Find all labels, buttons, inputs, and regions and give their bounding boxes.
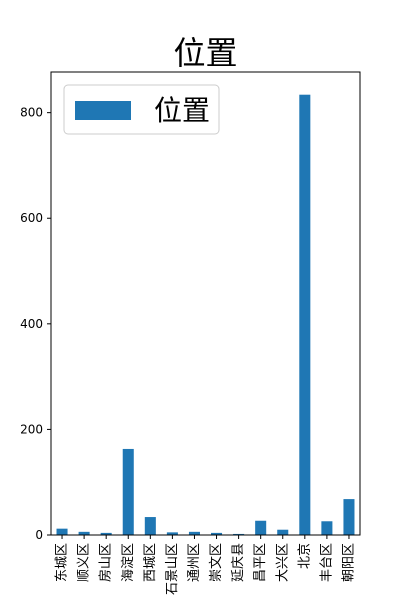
x-tick-label-8: 延庆县: [231, 543, 246, 582]
x-tick-label-4: 西城区: [143, 543, 158, 582]
x-tick-label-0: 东城区: [55, 543, 70, 582]
x-tick-label-10: 大兴区: [275, 543, 290, 582]
legend-label: 位置: [154, 94, 210, 127]
bar-2: [100, 532, 112, 535]
legend: 位置: [63, 84, 220, 135]
y-tick-label-0: 0: [35, 528, 43, 542]
y-tick-label-4: 800: [20, 106, 43, 120]
bar-12: [321, 521, 333, 535]
y-tick-label-1: 200: [20, 422, 43, 436]
bar-11: [299, 94, 311, 535]
bars-group: [56, 94, 355, 535]
x-axis: 东城区 顺义区 房山区 海淀区 西城区 石景山区 通州区 崇文区 延庆县 昌平区 大兴区 北京 丰台区朝…: [55, 535, 356, 595]
bar-4: [144, 517, 156, 535]
x-tick-label-7: 崇文区: [209, 543, 224, 582]
x-tick-label-11: 北京: [297, 543, 312, 569]
x-tick-label-9: 昌平区: [253, 543, 268, 582]
y-axis: 0 200 400 600 800: [20, 106, 51, 542]
y-tick-label-3: 600: [20, 211, 43, 225]
x-tick-label-5: 石景山区: [165, 543, 180, 595]
bar-1: [78, 531, 90, 535]
bar-5: [166, 532, 178, 535]
x-tick-label-3: 海淀区: [121, 543, 136, 582]
bar-7: [211, 532, 223, 535]
bar-8: [233, 533, 245, 535]
x-tick-label-12: 丰台区: [319, 543, 334, 582]
bar-0: [56, 528, 68, 535]
bar-6: [188, 531, 200, 535]
bar-3: [122, 448, 134, 535]
bar-9: [255, 520, 267, 535]
chart-title: 位置: [173, 34, 237, 72]
x-tick-label-1: 顺义区: [77, 543, 92, 582]
x-tick-label-13: 朝阳区: [341, 543, 356, 582]
y-tick-label-2: 400: [20, 317, 43, 331]
x-tick-label-6: 通州区: [187, 543, 202, 582]
legend-swatch: [75, 101, 131, 120]
x-tick-label-2: 房山区: [98, 543, 114, 582]
plot-frame: [50, 71, 361, 536]
bar-13: [343, 499, 355, 535]
bar-10: [277, 529, 289, 535]
legend-box: [63, 84, 220, 135]
